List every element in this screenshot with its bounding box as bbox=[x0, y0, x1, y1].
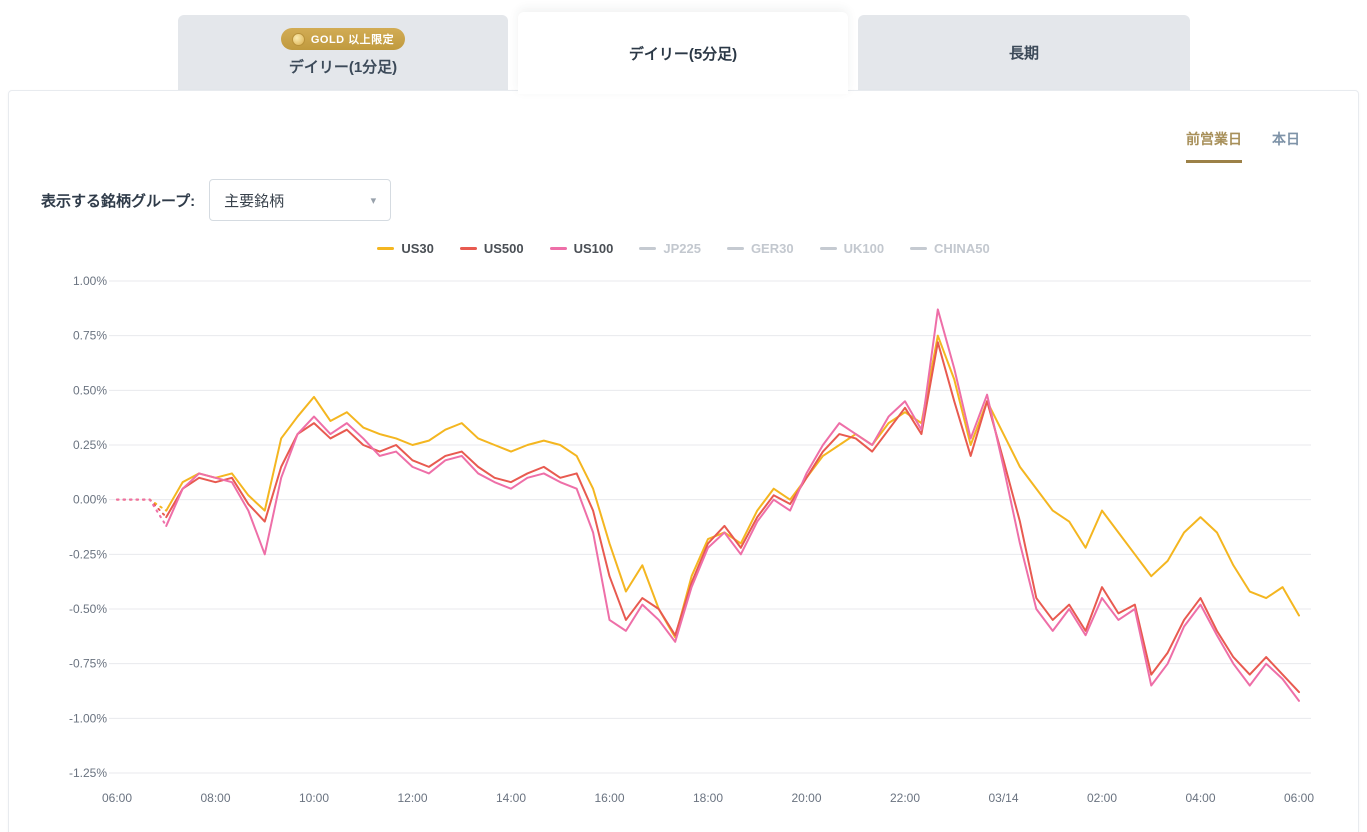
legend-color-dash bbox=[459, 247, 477, 250]
gold-coin-icon bbox=[291, 32, 305, 46]
svg-text:-0.50%: -0.50% bbox=[69, 602, 107, 616]
legend-color-dash bbox=[726, 247, 744, 250]
chart-area: 1.00% 0.75% 0.50% 0.25% 0.00% -0.25% -0.50% -0.… bbox=[29, 256, 1349, 821]
gold-badge-label: GOLD 以上限定 bbox=[310, 34, 395, 46]
svg-text:02:00: 02:00 bbox=[1087, 791, 1117, 805]
svg-text:22:00: 22:00 bbox=[890, 791, 920, 805]
tab-daily-5min-label: デイリー(5分足) bbox=[628, 45, 738, 63]
svg-text:12:00: 12:00 bbox=[397, 791, 427, 805]
svg-text:08:00: 08:00 bbox=[200, 791, 230, 805]
svg-text:10:00: 10:00 bbox=[299, 791, 329, 805]
legend-color-dash bbox=[377, 247, 395, 250]
gold-plan-badge: GOLD 以上限定 bbox=[280, 28, 406, 50]
legend-item-us30[interactable]: US30 bbox=[377, 241, 434, 256]
svg-text:-0.25%: -0.25% bbox=[69, 547, 107, 561]
symbol-group-select[interactable]: 主要銘柄 ▾ bbox=[209, 179, 392, 221]
svg-text:20:00: 20:00 bbox=[791, 791, 821, 805]
legend-label: US500 bbox=[483, 241, 524, 256]
toggle-today[interactable]: 本日 bbox=[1272, 131, 1300, 147]
legend-color-dash bbox=[910, 247, 928, 250]
legend-color-dash bbox=[819, 247, 837, 250]
legend-item-us500[interactable]: US500 bbox=[459, 241, 524, 256]
legend-label: GER30 bbox=[750, 241, 794, 256]
legend-label: UK100 bbox=[843, 241, 885, 256]
svg-text:-0.75%: -0.75% bbox=[69, 657, 107, 671]
symbol-group-label: 表示する銘柄グループ: bbox=[41, 192, 196, 210]
chart-legend: US30 US500 US100 JP225 GER30 UK100 CHINA50 bbox=[9, 241, 1358, 256]
symbol-group-selected-value: 主要銘柄 bbox=[224, 192, 285, 210]
tab-daily-5min[interactable]: デイリー(5分足) bbox=[518, 12, 848, 94]
tab-long-term-label: 長期 bbox=[1008, 45, 1039, 62]
svg-text:16:00: 16:00 bbox=[594, 791, 624, 805]
svg-text:18:00: 18:00 bbox=[693, 791, 723, 805]
legend-label: US100 bbox=[573, 241, 614, 256]
svg-text:0.00%: 0.00% bbox=[73, 493, 107, 507]
svg-text:14:00: 14:00 bbox=[496, 791, 526, 805]
svg-text:06:00: 06:00 bbox=[102, 791, 132, 805]
svg-text:-1.00%: -1.00% bbox=[69, 711, 107, 725]
svg-text:1.00%: 1.00% bbox=[73, 274, 107, 288]
legend-color-dash bbox=[549, 247, 567, 250]
svg-text:0.50%: 0.50% bbox=[73, 383, 107, 397]
chart-panel: 前営業日 本日 表示する銘柄グループ: 主要銘柄 ▾ US30 US500 US10… bbox=[8, 90, 1359, 832]
legend-label: CHINA50 bbox=[934, 241, 990, 256]
toggle-previous-business-day[interactable]: 前営業日 bbox=[1186, 129, 1242, 163]
legend-item-ger30[interactable]: GER30 bbox=[726, 241, 794, 256]
svg-text:-1.25%: -1.25% bbox=[69, 766, 107, 780]
legend-label: US30 bbox=[401, 241, 434, 256]
line-chart[interactable]: 1.00% 0.75% 0.50% 0.25% 0.00% -0.25% -0.50% -0.… bbox=[29, 256, 1349, 816]
svg-text:0.75%: 0.75% bbox=[73, 329, 107, 343]
legend-item-us100[interactable]: US100 bbox=[549, 241, 614, 256]
svg-text:03/14: 03/14 bbox=[988, 791, 1018, 805]
chevron-down-icon: ▾ bbox=[370, 194, 377, 207]
tab-long-term[interactable]: 長期 bbox=[858, 15, 1190, 90]
day-toggle: 前営業日 本日 bbox=[1186, 129, 1300, 163]
legend-item-uk100[interactable]: UK100 bbox=[819, 241, 885, 256]
svg-text:0.25%: 0.25% bbox=[73, 438, 107, 452]
tab-daily-1min[interactable]: GOLD 以上限定 デイリー(1分足) bbox=[178, 15, 508, 90]
tab-daily-1min-label: デイリー(1分足) bbox=[288, 59, 398, 76]
legend-item-jp225[interactable]: JP225 bbox=[639, 241, 701, 256]
symbol-group-row: 表示する銘柄グループ: 主要銘柄 ▾ bbox=[41, 179, 392, 221]
svg-text:04:00: 04:00 bbox=[1185, 791, 1215, 805]
legend-color-dash bbox=[639, 247, 657, 250]
legend-label: JP225 bbox=[663, 241, 701, 256]
svg-text:06:00: 06:00 bbox=[1284, 791, 1314, 805]
legend-item-china50[interactable]: CHINA50 bbox=[910, 241, 990, 256]
